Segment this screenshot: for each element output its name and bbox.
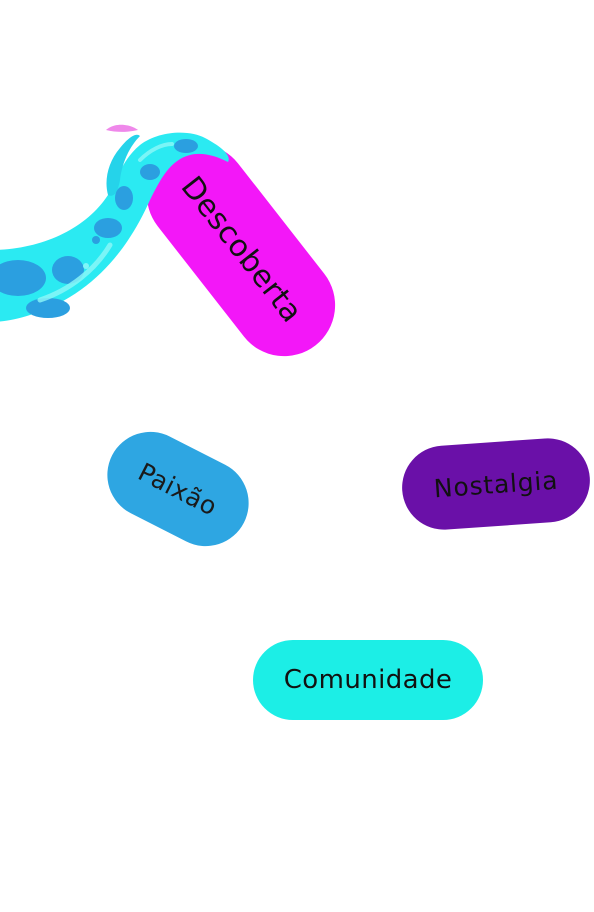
tag-pill-paixao[interactable]: Paixão <box>92 417 264 561</box>
tag-label-comunidade: Comunidade <box>283 665 453 695</box>
tentacle-icon <box>0 124 229 322</box>
tentacle-dot <box>92 236 100 244</box>
tentacle-spot <box>26 298 70 318</box>
tag-pill-nostalgia[interactable]: Nostalgia <box>399 435 593 533</box>
tentacle-spot <box>140 164 160 180</box>
tentacle-spot <box>94 218 122 238</box>
tentacle-dot <box>97 230 103 236</box>
tag-label-nostalgia: Nostalgia <box>432 465 560 503</box>
tentacle-dot <box>83 263 89 269</box>
tentacle-spot <box>115 186 133 210</box>
tentacle-curl <box>106 134 140 196</box>
tentacle-spot <box>0 260 46 296</box>
tentacle-tip <box>106 124 138 132</box>
tentacle-spot <box>52 256 84 284</box>
tentacle-highlight <box>138 142 174 162</box>
tag-pill-comunidade[interactable]: Comunidade <box>253 640 483 720</box>
tag-label-paixao: Paixão <box>133 456 223 522</box>
tentacle-highlight <box>37 242 113 303</box>
tentacle-spot <box>174 139 198 153</box>
